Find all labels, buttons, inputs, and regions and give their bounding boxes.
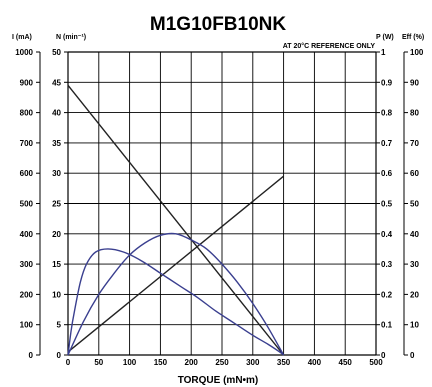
- speed-tick-label: 0: [57, 351, 62, 360]
- speed-tick-label: 50: [52, 48, 61, 57]
- current-series-line: [67, 175, 285, 353]
- power-tick-label: 0.9: [381, 78, 393, 87]
- speed-axis-label: N (min⁻¹): [56, 34, 86, 41]
- efficiency-tick-label: 40: [410, 230, 419, 239]
- x-tick-label: 250: [215, 358, 229, 367]
- speed-tick-label: 5: [57, 321, 62, 330]
- efficiency-tick-label: 90: [410, 78, 419, 87]
- current-tick-label: 200: [20, 290, 34, 299]
- current-tick-label: 600: [20, 169, 34, 178]
- x-tick-label: 0: [66, 358, 71, 367]
- power-tick-label: 0.6: [381, 169, 393, 178]
- efficiency-axis-label: Eff (%): [402, 34, 424, 41]
- current-tick-label: 900: [20, 78, 34, 87]
- x-tick-label: 100: [123, 358, 137, 367]
- grid: [67, 51, 377, 356]
- power-tick-label: 0: [381, 351, 386, 360]
- x-tick-label: 200: [185, 358, 199, 367]
- efficiency-tick-label: 60: [410, 169, 419, 178]
- current-tick-label: 1000: [15, 48, 33, 57]
- current-tick-label: 800: [20, 109, 34, 118]
- speed-tick-label: 40: [52, 109, 61, 118]
- speed-tick-label: 30: [52, 169, 61, 178]
- power-axis-label: P (W): [376, 34, 394, 41]
- x-tick-label: 150: [154, 358, 168, 367]
- x-axis-label: TORQUE (mN•m): [178, 375, 259, 386]
- series-lines: [67, 84, 285, 356]
- speed-tick-label: 45: [52, 78, 61, 87]
- current-tick-label: 400: [20, 230, 34, 239]
- efficiency-tick-label: 100: [410, 48, 424, 57]
- power-tick-label: 0.7: [381, 139, 393, 148]
- efficiency-tick-label: 80: [410, 109, 419, 118]
- x-tick-label: 350: [277, 358, 291, 367]
- reference-note: AT 20°C REFERENCE ONLY: [283, 42, 376, 50]
- current-tick-label: 500: [20, 200, 34, 209]
- x-tick-label: 400: [308, 358, 322, 367]
- x-tick-label: 450: [339, 358, 353, 367]
- efficiency-tick-label: 30: [410, 260, 419, 269]
- speed-tick-label: 15: [52, 260, 61, 269]
- efficiency-tick-label: 20: [410, 290, 419, 299]
- speed-series-line: [67, 84, 285, 356]
- x-tick-label: 500: [369, 358, 383, 367]
- current-tick-label: 100: [20, 321, 34, 330]
- current-tick-label: 700: [20, 139, 34, 148]
- power-tick-label: 0.1: [381, 321, 393, 330]
- note-background: [254, 40, 378, 49]
- chart-title: M1G10FB10NK: [150, 14, 286, 35]
- power-tick-label: 1: [381, 48, 386, 57]
- efficiency-tick-label: 0: [410, 351, 415, 360]
- x-tick-label: 300: [246, 358, 260, 367]
- speed-tick-label: 10: [52, 290, 61, 299]
- current-tick-label: 300: [20, 260, 34, 269]
- power-series-line: [67, 232, 285, 356]
- speed-tick-label: 25: [52, 200, 61, 209]
- efficiency-series-line: [67, 248, 285, 356]
- efficiency-tick-label: 10: [410, 321, 419, 330]
- power-tick-label: 0.3: [381, 260, 393, 269]
- power-tick-label: 0.5: [381, 200, 393, 209]
- speed-tick-label: 20: [52, 230, 61, 239]
- power-tick-label: 0.2: [381, 290, 393, 299]
- x-tick-label: 50: [94, 358, 103, 367]
- power-tick-label: 0.4: [381, 230, 393, 239]
- efficiency-tick-label: 50: [410, 200, 419, 209]
- current-tick-label: 0: [29, 351, 34, 360]
- axis-ticks: 0 50 100 150 200 250 300 350 400 450 5000100200300…: [15, 48, 424, 367]
- current-axis-label: I (mA): [12, 34, 32, 41]
- speed-tick-label: 35: [52, 139, 61, 148]
- efficiency-tick-label: 70: [410, 139, 419, 148]
- power-tick-label: 0.8: [381, 109, 393, 118]
